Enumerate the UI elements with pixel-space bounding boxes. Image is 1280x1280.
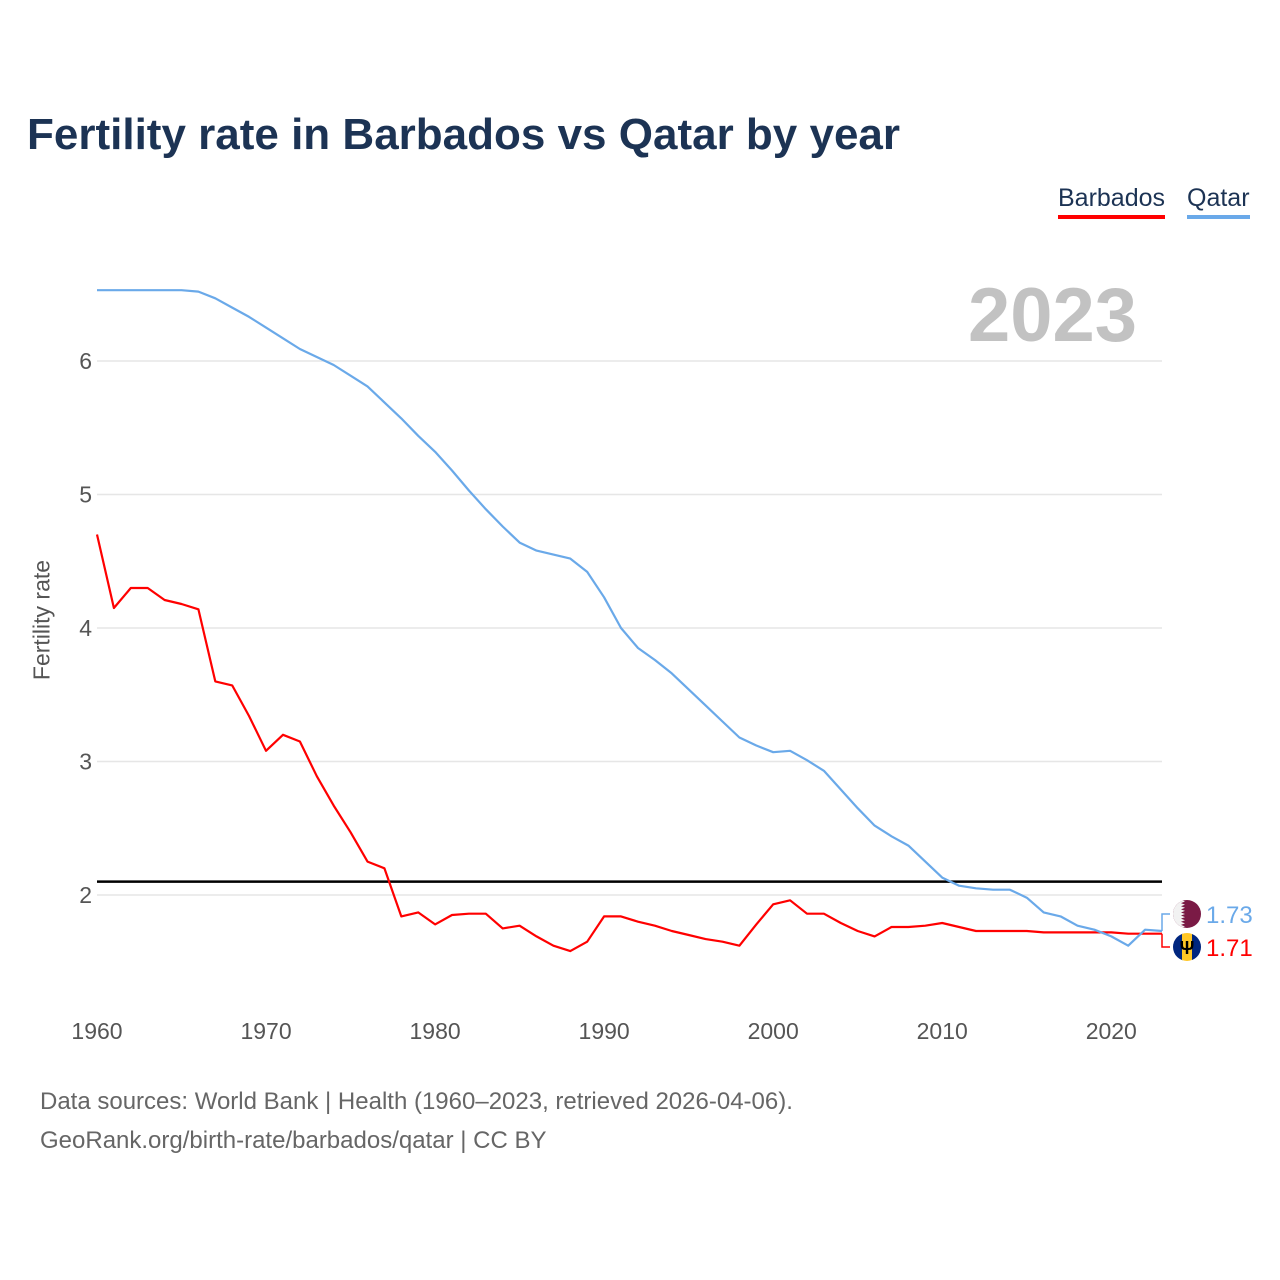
x-tick-label: 2020 [1086, 1018, 1137, 1044]
y-tick-label: 6 [79, 348, 92, 374]
qatar-flag-icon [1173, 900, 1201, 928]
x-tick-label: 1960 [71, 1018, 122, 1044]
end-value-label-barbados: 1.71 [1206, 935, 1253, 962]
x-tick-label: 1970 [240, 1018, 291, 1044]
legend-qatar[interactable]: Qatar [1187, 184, 1250, 219]
series-line-qatar [97, 289, 1163, 947]
x-tick-label: 2010 [917, 1018, 968, 1044]
current-year-label: 2023 [968, 273, 1138, 358]
x-tick-label: 1990 [579, 1018, 630, 1044]
footer-sources: Data sources: World Bank | Health (1960–… [40, 1088, 793, 1115]
y-tick-label: 5 [79, 482, 92, 508]
footer-link[interactable]: GeoRank.org/birth-rate/barbados/qatar | … [40, 1127, 547, 1154]
y-tick-label: 3 [79, 749, 92, 775]
y-tick-label: 2 [79, 882, 92, 908]
svg-text:Ψ: Ψ [1180, 938, 1195, 958]
y-tick-label: 4 [79, 615, 92, 641]
end-connector [1161, 933, 1170, 948]
legend-barbados[interactable]: Barbados [1058, 184, 1166, 219]
x-tick-label: 1980 [410, 1018, 461, 1044]
x-tick-label: 2000 [748, 1018, 799, 1044]
end-value-label-qatar: 1.73 [1206, 902, 1253, 929]
chart-title: Fertility rate in Barbados vs Qatar by y… [27, 110, 901, 159]
end-connector [1161, 913, 1170, 932]
series-line-barbados [95, 534, 1162, 953]
barbados-flag-icon: Ψ [1173, 933, 1201, 961]
